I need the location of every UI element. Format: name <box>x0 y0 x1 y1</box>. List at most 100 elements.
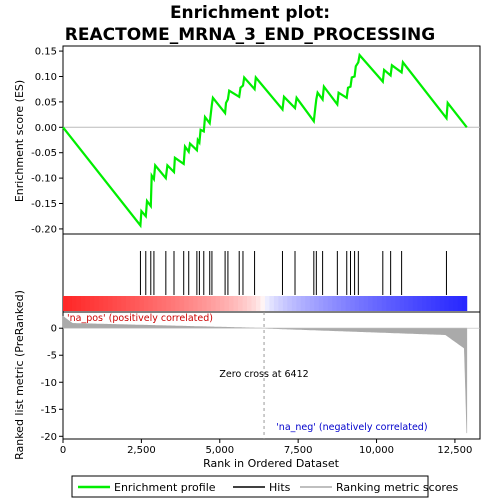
rank-bar-segment <box>372 296 378 311</box>
es-y-tick-label: 0.10 <box>35 72 57 83</box>
es-y-tick-label: 0.15 <box>35 47 57 58</box>
rank-bar-segment <box>318 296 324 311</box>
rank-bar-segment <box>107 296 113 311</box>
x-axis: 0 2,500 5,000 7,500 10,000 12,500 <box>60 439 472 456</box>
rank-bar-segment <box>430 296 436 311</box>
legend-label-metric: Ranking metric scores <box>336 481 458 494</box>
rank-bar-segment <box>444 296 450 311</box>
rank-bar-segment <box>130 296 136 311</box>
rank-bar-segment <box>184 296 190 311</box>
x-tick-label: 0 <box>60 445 66 456</box>
chart-title-line1: Enrichment plot: <box>170 3 330 23</box>
es-y-axis-label: Enrichment score (ES) <box>13 80 26 202</box>
rank-bar-segment <box>345 296 351 311</box>
rank-bar-segment <box>85 296 91 311</box>
x-tick-label: 10,000 <box>359 445 394 456</box>
rank-bar-segment <box>336 296 342 311</box>
rank-bar-segment <box>264 296 270 311</box>
rank-bar-segment <box>341 296 347 311</box>
rank-bar-segment <box>134 296 140 311</box>
rank-bar-segment <box>404 296 409 311</box>
metric-y-tick-label: -20 <box>41 432 57 443</box>
rank-bar-segment <box>417 296 423 311</box>
rank-bar-segment <box>354 296 360 311</box>
rank-bar-segment <box>125 296 131 311</box>
rank-bar-segment <box>390 296 396 311</box>
rank-bar-segment <box>67 296 73 311</box>
pos-correlated-label: 'na_pos' (positively correlated) <box>67 313 213 324</box>
rank-bar-segment <box>368 296 374 311</box>
rank-bar-segment <box>350 296 356 311</box>
rank-bar-segment <box>148 296 154 311</box>
rank-bar-segment <box>309 296 315 311</box>
rank-bar-segment <box>260 296 266 311</box>
rank-bar-segment <box>211 296 216 311</box>
rank-bar-segment <box>399 296 405 311</box>
x-tick-label: 7,500 <box>284 445 313 456</box>
metric-y-tick-label: -10 <box>41 378 57 389</box>
rank-bar-segment <box>305 296 311 311</box>
rank-bar-segment <box>457 296 463 311</box>
rank-bar-segment <box>202 296 207 311</box>
rank-bar-segment <box>139 296 145 311</box>
rank-bar-segment <box>161 296 167 311</box>
rank-bar-segment <box>278 296 284 311</box>
rank-bar-segment <box>242 296 248 311</box>
rank-bar-segment <box>273 296 279 311</box>
rank-bar-segment <box>439 296 445 311</box>
hits-marks <box>139 251 447 295</box>
rank-bar-segment <box>76 296 82 311</box>
chart-title-line2: REACTOME_MRNA_3_END_PROCESSING <box>65 25 435 45</box>
rank-bar-segment <box>251 296 257 311</box>
rank-bar-segment <box>408 296 414 311</box>
rank-bar-segment <box>188 296 194 311</box>
rank-bar-segment <box>426 296 432 311</box>
es-panel-frame <box>62 45 481 235</box>
ranking-metric-area <box>62 315 480 434</box>
rank-bar-segment <box>143 296 149 311</box>
rank-bar-segment <box>287 296 293 311</box>
rank-bar-segment <box>170 296 176 311</box>
rank-bar-segment <box>94 296 100 311</box>
rank-bar-segment <box>121 296 127 311</box>
rank-bar-segment <box>282 296 288 311</box>
rank-bar-segment <box>197 296 203 311</box>
legend-label-hits: Hits <box>269 481 291 494</box>
rank-bar-segment <box>395 296 400 311</box>
rank-bar-segment <box>229 296 234 311</box>
rank-bar-segment <box>63 296 68 311</box>
rank-bar-segment <box>314 296 320 311</box>
rank-bar-segment <box>323 296 329 311</box>
rank-bar-segment <box>462 296 468 311</box>
es-y-tick-label: 0.05 <box>35 97 57 108</box>
rank-bar-segment <box>98 296 104 311</box>
es-y-axis: -0.20 -0.15 -0.10 -0.05 0.00 0.05 0.10 0.15 <box>31 47 63 235</box>
rank-bar-segment <box>453 296 459 311</box>
rank-bar-segment <box>386 296 391 311</box>
rank-bar-segment <box>332 296 338 311</box>
legend: Enrichment profile Hits Ranking metric s… <box>71 475 458 498</box>
rank-bar-segment <box>377 296 382 311</box>
enrichment-profile-line <box>62 52 468 229</box>
rank-bar-segment <box>179 296 185 311</box>
metric-y-tick-label: -5 <box>47 351 57 362</box>
rank-bar-segment <box>89 296 95 311</box>
rank-bar-segment <box>269 296 275 311</box>
es-y-tick-label: -0.10 <box>31 174 57 185</box>
metric-y-axis-label: Ranked list metric (PreRanked) <box>13 290 26 460</box>
metric-y-axis: 0 -5 -10 -15 -20 <box>41 324 63 443</box>
rank-bar-segment <box>112 296 118 311</box>
rank-bar-segment <box>435 296 441 311</box>
rank-bar-segment <box>327 296 333 311</box>
rank-bar-segment <box>237 296 243 311</box>
rank-color-bar <box>63 296 468 311</box>
rank-bar-segment <box>412 296 418 311</box>
rank-bar-segment <box>448 296 454 311</box>
rank-bar-segment <box>206 296 212 311</box>
neg-correlated-label: 'na_neg' (negatively correlated) <box>276 422 427 433</box>
x-tick-label: 5,000 <box>205 445 234 456</box>
rank-bar-segment <box>381 296 387 311</box>
metric-y-tick-label: -15 <box>41 405 57 416</box>
rank-bar-segment <box>246 296 252 311</box>
